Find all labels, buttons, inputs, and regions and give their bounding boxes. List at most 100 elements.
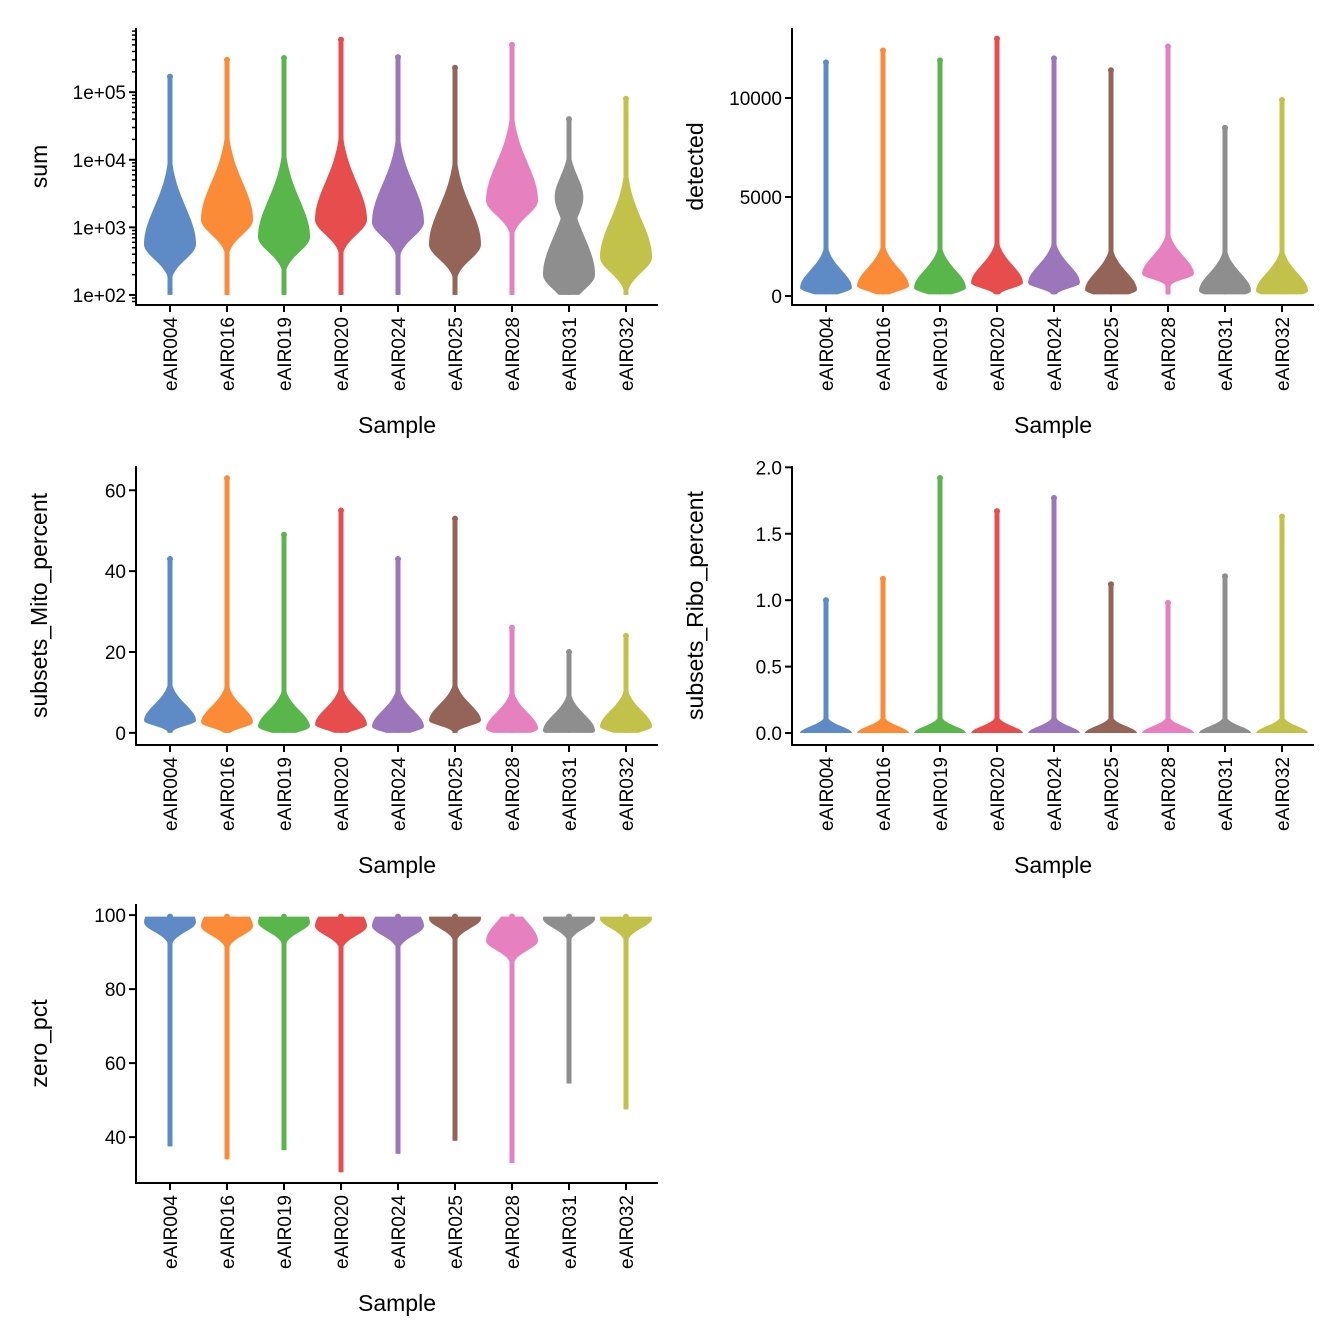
y-tick-label: 40 [105,1128,126,1149]
y-axis-title: subsets_Mito_percent [26,492,52,718]
violin-eAIR016 [857,50,909,295]
violin-eAIR020 [315,39,367,295]
violin-eAIR016 [201,59,253,295]
violin-eAIR024 [372,559,424,733]
violin-eAIR032 [1256,100,1308,295]
violin-max-point-eAIR016 [880,575,886,582]
violin-eAIR020 [971,38,1023,295]
y-axis-title: detected [682,122,708,210]
violin-max-point-eAIR025 [1108,67,1114,74]
violin-eAIR032 [600,635,652,733]
violin-max-point-eAIR031 [566,649,572,655]
violin-max-point-eAIR031 [566,116,572,123]
violin-max-point-eAIR004 [167,556,173,562]
y-tick-label: 1e+02 [73,286,126,307]
violin-max-point-eAIR020 [338,913,344,920]
violin-eAIR031 [543,119,595,295]
x-tick-label: eAIR024 [389,757,410,831]
x-tick-label: eAIR032 [617,317,638,391]
y-tick-label: 0 [771,287,782,308]
violin-eAIR004 [800,600,852,733]
x-tick-label: eAIR019 [275,1195,296,1269]
y-axis-title: zero_pct [26,999,52,1088]
violin-max-point-eAIR031 [1222,573,1228,580]
violin-max-point-eAIR031 [566,913,572,920]
violin-eAIR024 [372,916,424,1154]
violin-max-point-eAIR020 [338,507,344,514]
violin-max-point-eAIR019 [937,474,943,481]
y-tick-label: 0.0 [756,724,782,745]
x-tick-label: eAIR028 [503,1195,524,1269]
violin-eAIR004 [144,916,196,1147]
x-axis-title: Sample [358,1290,436,1316]
x-tick-label: eAIR031 [560,317,581,391]
violin-max-point-eAIR025 [452,913,458,920]
x-tick-label: eAIR028 [1159,317,1180,391]
x-tick-label: eAIR016 [218,317,239,391]
x-tick-label: eAIR004 [161,317,182,391]
panel-zero_pct: eAIR004 eAIR016 eAIR019 eAIR020 eAIR024 eAIR0… [26,904,658,1316]
x-tick-label: eAIR032 [617,757,638,831]
x-tick-label: eAIR031 [1216,317,1237,391]
violin-eAIR025 [1085,584,1137,733]
violin-max-point-eAIR024 [1051,494,1057,501]
y-tick-label: 1e+03 [73,218,126,239]
violin-max-point-eAIR032 [1279,96,1285,103]
violin-max-point-eAIR019 [281,531,287,538]
x-tick-label: eAIR004 [161,1195,182,1269]
violin-max-point-eAIR032 [1279,513,1285,520]
violin-max-point-eAIR024 [395,556,401,562]
violin-eAIR028 [1142,602,1194,733]
x-tick-label: eAIR028 [503,317,524,391]
y-tick-label: 20 [105,643,126,664]
x-tick-label: eAIR025 [1102,757,1123,831]
violin-eAIR004 [800,62,852,295]
violin-eAIR028 [1142,46,1194,295]
panel-detected: eAIR004 eAIR016 eAIR019 eAIR020 eAIR024 eAIR0… [682,28,1314,438]
violin-max-point-eAIR032 [623,632,629,639]
violin-max-point-eAIR016 [224,913,230,920]
violin-eAIR016 [201,916,253,1160]
x-tick-label: eAIR024 [389,1195,410,1269]
violin-max-point-eAIR020 [338,36,344,43]
x-tick-label: eAIR031 [560,757,581,831]
violin-eAIR020 [315,510,367,733]
x-tick-label: eAIR019 [931,317,952,391]
y-tick-label: 60 [105,1054,126,1075]
y-tick-label: 40 [105,562,126,583]
x-axis-title: Sample [358,852,436,878]
x-tick-label: eAIR020 [988,757,1009,831]
x-tick-label: eAIR025 [446,757,467,831]
violin-max-point-eAIR024 [395,913,401,920]
y-axis-title: subsets_Ribo_percent [682,490,708,719]
x-tick-label: eAIR028 [1159,757,1180,831]
y-tick-label: 1e+04 [73,151,127,172]
violin-max-point-eAIR025 [1108,581,1114,588]
violin-max-point-eAIR032 [623,95,629,102]
violin-eAIR028 [486,627,538,733]
x-tick-label: eAIR020 [332,1195,353,1269]
violin-eAIR031 [543,652,595,733]
x-tick-label: eAIR032 [617,1195,638,1269]
violin-eAIR020 [971,511,1023,733]
violin-eAIR031 [1199,127,1251,295]
violin-eAIR025 [429,518,481,733]
panel-subsets_Mito_percent: eAIR004 eAIR016 eAIR019 eAIR020 eAIR024 eAIR0… [26,466,658,878]
x-tick-label: eAIR032 [1273,317,1294,391]
violin-eAIR019 [914,478,966,733]
x-tick-label: eAIR025 [446,317,467,391]
y-tick-label: 10000 [729,89,782,110]
x-tick-label: eAIR031 [1216,757,1237,831]
violin-eAIR025 [429,916,481,1141]
x-tick-label: eAIR020 [988,317,1009,391]
x-tick-label: eAIR025 [446,1195,467,1269]
violin-max-point-eAIR020 [994,35,1000,42]
violin-max-point-eAIR019 [281,913,287,920]
violin-max-point-eAIR004 [167,913,173,920]
violin-max-point-eAIR024 [1051,55,1057,62]
violin-eAIR028 [486,916,538,1163]
violin-max-point-eAIR031 [1222,124,1228,131]
x-tick-label: eAIR024 [389,317,410,391]
x-tick-label: eAIR004 [161,757,182,831]
